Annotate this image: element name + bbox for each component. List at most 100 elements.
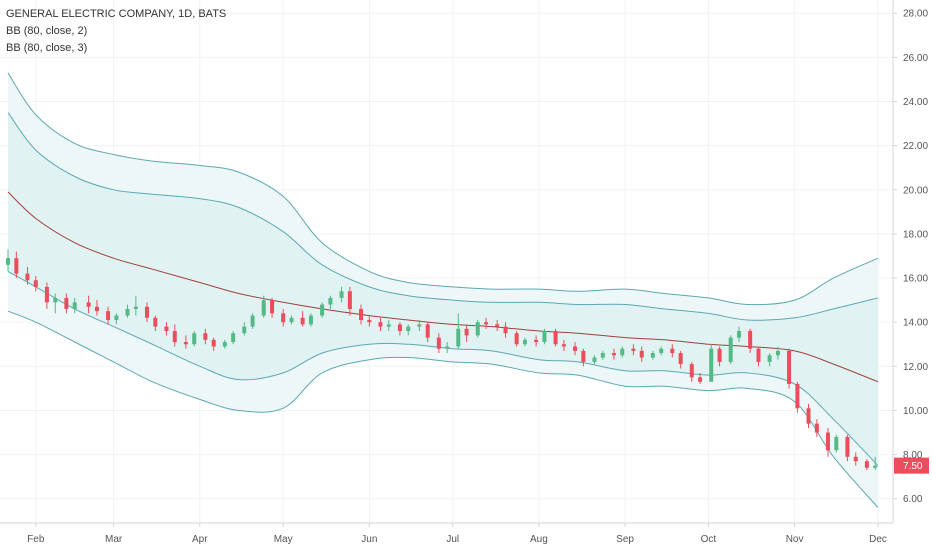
candle-up (289, 315, 294, 325)
candle-body (728, 337, 733, 362)
bollinger-bands (7, 72, 879, 508)
candle-down (825, 428, 830, 457)
bb3-fill (8, 72, 878, 508)
candle-body (53, 297, 58, 303)
candle-down (153, 315, 158, 332)
candle-body (133, 306, 138, 309)
candle-body (573, 346, 578, 351)
candle-down (853, 452, 858, 466)
candle-body (211, 339, 216, 347)
candle-body (464, 328, 469, 336)
price-axis[interactable]: 6.00 8.00 10.00 12.00 14.00 16.00 18.00 20.00 22… (893, 9, 928, 505)
candle-up (650, 350, 655, 360)
candle-down (503, 322, 508, 338)
candle-up (386, 319, 391, 332)
candle-down (748, 328, 753, 354)
candle-body (873, 465, 878, 468)
indicator-bb-3[interactable]: BB (80, close, 3) (6, 42, 88, 54)
candle-body (425, 324, 430, 338)
candle-down (172, 324, 177, 347)
price-tick-label: 10.00 (903, 406, 928, 417)
candle-up (192, 331, 197, 347)
candle-body (522, 339, 527, 345)
candle-up (522, 337, 527, 347)
candle-body (203, 333, 208, 340)
candle-body (397, 324, 402, 332)
candle-up (6, 249, 10, 272)
candle-up (328, 295, 333, 309)
candle-body (231, 333, 236, 343)
candle-down (211, 337, 216, 351)
candle-up (339, 286, 344, 303)
candle-body (164, 326, 169, 332)
candle-down (814, 419, 819, 437)
candle-down (698, 372, 703, 384)
candle-down (270, 297, 275, 318)
indicator-bb-2[interactable]: BB (80, close, 2) (6, 25, 88, 37)
candle-down (425, 322, 430, 343)
candle-body (484, 322, 489, 325)
candle-body (456, 328, 461, 347)
candle-up (222, 339, 227, 349)
candle-up (728, 335, 733, 365)
candle-up (231, 331, 236, 345)
time-tick-label: Apr (192, 534, 208, 545)
candle-body (320, 304, 325, 316)
candle-down (183, 335, 188, 349)
candle-down (787, 348, 792, 389)
time-tick-label: Jun (361, 534, 377, 545)
candle-body (650, 353, 655, 358)
price-tick-label: 20.00 (903, 185, 928, 196)
candle-body (709, 348, 714, 382)
candle-body (347, 291, 352, 309)
candle-body (270, 300, 275, 314)
candle-up (320, 302, 325, 318)
candle-body (14, 258, 19, 274)
candle-down (553, 328, 558, 347)
candle-down (561, 339, 566, 351)
price-tick-label: 14.00 (903, 318, 928, 329)
candle-body (503, 326, 508, 334)
candle-up (737, 326, 742, 343)
price-tick-label: 8.00 (903, 450, 923, 461)
candle-body (281, 313, 286, 323)
candle-body (825, 432, 830, 451)
candle-body (33, 280, 38, 287)
chart-legend: GENERAL ELECTRIC COMPANY, 1D, BATS BB (8… (6, 6, 226, 57)
candle-down (678, 350, 683, 369)
candle-body (775, 350, 780, 356)
candle-body (495, 324, 500, 327)
time-tick-label: May (274, 534, 293, 545)
candlesticks (6, 249, 878, 471)
candle-body (106, 311, 111, 320)
candle-up (475, 319, 480, 338)
candle-body (6, 258, 10, 265)
bb3-lower-line (7, 310, 879, 508)
candle-down (86, 295, 91, 314)
bb2-upper-line (7, 112, 879, 321)
time-axis[interactable]: Feb Mar Apr May Jun Jul Aug Sep Oct Nov Dec (27, 523, 887, 545)
price-tick-label: 18.00 (903, 229, 928, 240)
candle-body (417, 324, 422, 327)
candle-down (347, 286, 352, 316)
candle-up (53, 293, 58, 314)
candle-up (250, 313, 255, 329)
candle-body (553, 331, 558, 345)
candle-body (678, 353, 683, 365)
candle-down (64, 293, 69, 314)
candle-up (261, 295, 266, 318)
price-tick-label: 22.00 (903, 141, 928, 152)
candle-down (581, 348, 586, 367)
symbol-title[interactable]: GENERAL ELECTRIC COMPANY, 1D, BATS (6, 8, 227, 20)
candle-body (44, 286, 49, 303)
time-tick-label: Jul (446, 534, 459, 545)
candle-down (845, 434, 850, 462)
candle-down (464, 324, 469, 343)
candle-up (834, 434, 839, 453)
candle-body (806, 408, 811, 424)
candle-body (795, 383, 800, 409)
candle-down (484, 317, 489, 329)
candle-body (339, 291, 344, 298)
candle-body (242, 326, 247, 334)
